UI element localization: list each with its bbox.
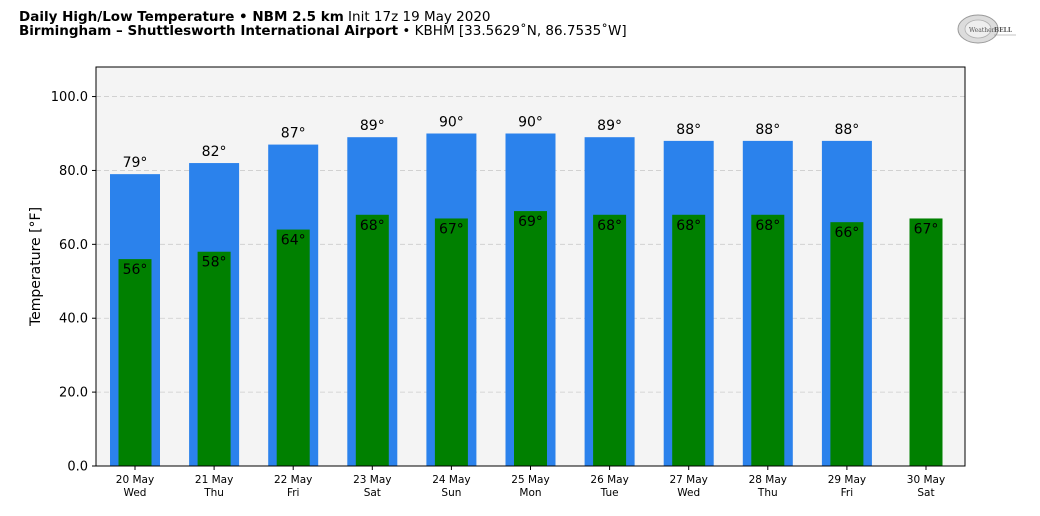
high-temp-label: 89° (597, 118, 622, 134)
x-tick-day: Fri (841, 487, 854, 499)
low-temp-bar (830, 222, 864, 466)
bars (110, 133, 943, 467)
x-tick-day: Sat (917, 487, 934, 499)
low-temp-bar (514, 211, 547, 466)
high-temp-label: 90° (518, 115, 543, 131)
x-tick-day: Wed (677, 487, 700, 499)
low-temp-label: 64° (281, 233, 306, 249)
x-tick-day: Sat (364, 487, 381, 499)
low-temp-label: 66° (834, 225, 859, 241)
x-tick-date: 28 May (749, 474, 787, 486)
x-tick-day: Tue (600, 487, 619, 499)
low-temp-bar (672, 214, 706, 466)
x-tick-date: 23 May (353, 474, 391, 486)
low-temp-bar (276, 229, 310, 466)
x-tick-date: 20 May (116, 474, 154, 486)
station-coordinates: • KBHM [33.5629˚N, 86.7535˚W] (398, 23, 627, 39)
high-temp-label: 90° (439, 115, 464, 131)
low-temp-label: 58° (202, 255, 227, 271)
chart-title: Daily High/Low Temperature • NBM 2.5 km … (19, 9, 491, 25)
y-axis-label: Temperature [°F] (28, 207, 44, 327)
x-tick-day: Mon (519, 487, 541, 499)
y-tick-label: 20.0 (59, 386, 88, 401)
chart-init-time: Init 17z 19 May 2020 (343, 9, 491, 25)
low-temp-label: 68° (755, 218, 780, 234)
logo-text-a: Weather (969, 27, 995, 34)
y-tick-label: 100.0 (51, 90, 88, 105)
low-temp-bar (197, 251, 231, 466)
x-tick-date: 24 May (432, 474, 470, 486)
high-temp-label: 82° (202, 144, 227, 160)
high-temp-label: 88° (755, 122, 780, 138)
bar-labels: 79° 56° 82° 58° 87° 64° 89° 68° 90° 67° 90° 69° 89° 6… (123, 115, 939, 279)
y-tick-label: 80.0 (59, 164, 88, 179)
y-tick-label: 40.0 (59, 312, 88, 327)
low-temp-label: 68° (676, 218, 701, 234)
low-temp-label: 67° (439, 221, 464, 237)
high-temp-label: 89° (360, 118, 385, 134)
y-tick-label: 60.0 (59, 238, 88, 253)
x-tick-date: 27 May (669, 474, 707, 486)
low-temp-label: 68° (360, 218, 385, 234)
x-tick-date: 22 May (274, 474, 312, 486)
x-tick-date: 29 May (828, 474, 866, 486)
low-temp-bar (434, 218, 468, 466)
x-tick-date: 30 May (907, 474, 945, 486)
low-temp-bar (593, 214, 627, 466)
weatherbell-logo: Weather BELL (957, 14, 1016, 44)
low-temp-label: 68° (597, 218, 622, 234)
low-temp-bar (118, 259, 152, 466)
x-tick-date: 25 May (511, 474, 549, 486)
low-temp-bar (751, 214, 785, 466)
chart-title-main: Daily High/Low Temperature • NBM 2.5 km (19, 9, 344, 25)
low-temp-label: 56° (123, 262, 148, 278)
x-tick-day: Sun (441, 487, 461, 499)
low-temp-bar (355, 214, 389, 466)
station-name: Birmingham – Shuttlesworth International… (19, 23, 399, 39)
low-temp-bar (909, 218, 943, 466)
x-tick-day: Thu (757, 487, 778, 499)
low-temp-label: 67° (914, 221, 939, 237)
high-temp-label: 88° (834, 122, 859, 138)
high-temp-label: 87° (281, 126, 306, 142)
y-tick-label: 0.0 (67, 460, 88, 475)
x-tick-date: 26 May (590, 474, 628, 486)
logo-text-b: BELL (994, 27, 1013, 34)
high-temp-label: 88° (676, 122, 701, 138)
high-temp-label: 79° (123, 155, 148, 171)
x-tick-day: Thu (203, 487, 224, 499)
x-tick-day: Wed (124, 487, 147, 499)
x-tick-date: 21 May (195, 474, 233, 486)
low-temp-label: 69° (518, 214, 543, 230)
x-tick-day: Fri (287, 487, 300, 499)
chart-subtitle: Birmingham – Shuttlesworth International… (19, 23, 627, 39)
